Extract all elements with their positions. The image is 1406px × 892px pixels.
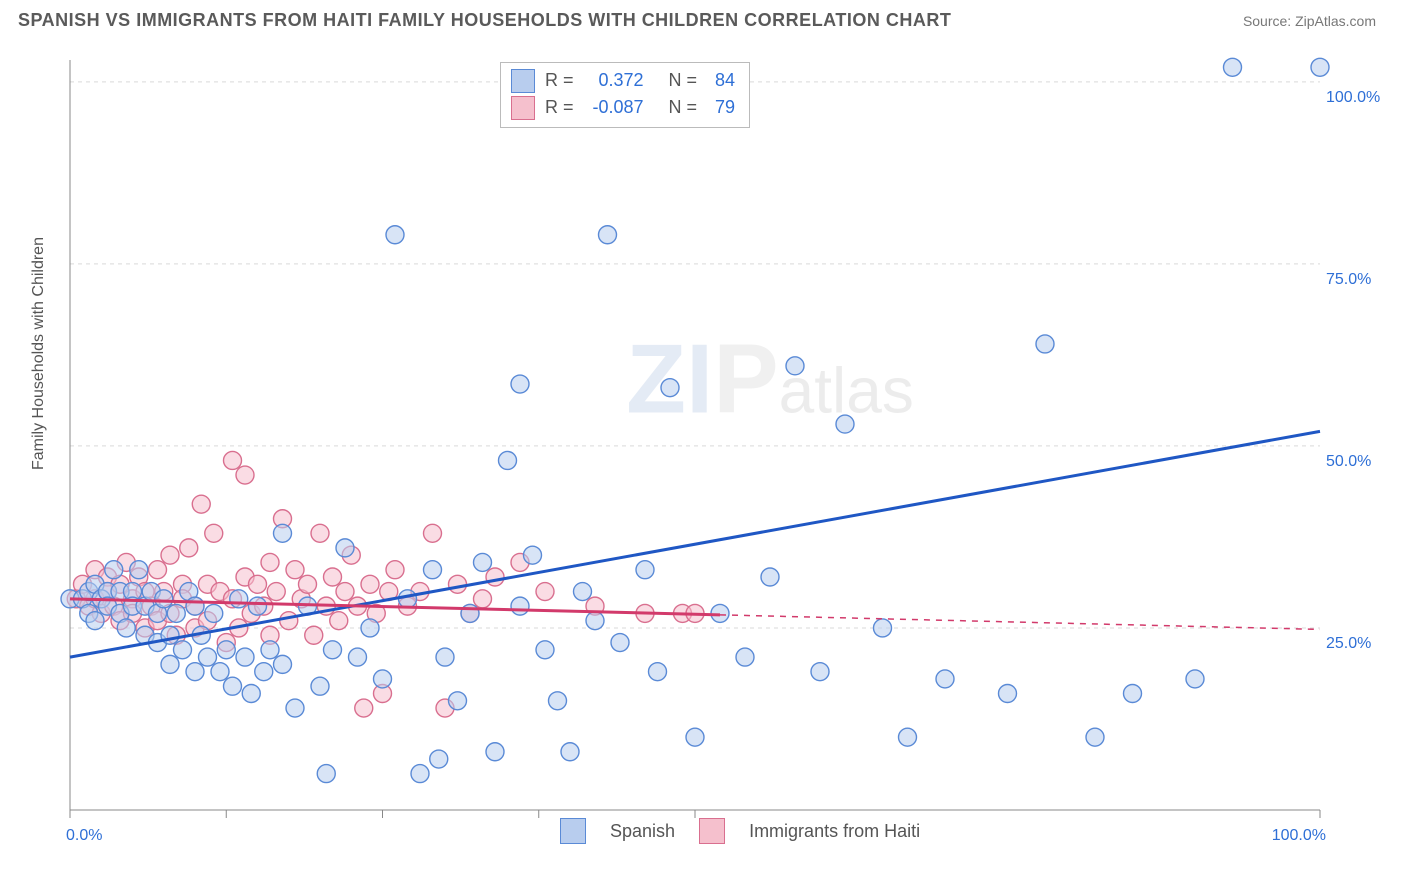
chart-title: SPANISH VS IMMIGRANTS FROM HAITI FAMILY …	[18, 10, 951, 31]
n-value-spanish: 84	[707, 67, 735, 94]
svg-text:75.0%: 75.0%	[1326, 271, 1371, 288]
svg-text:0.0%: 0.0%	[66, 827, 102, 844]
r-label: R =	[545, 94, 574, 121]
svg-text:ZIPatlas: ZIPatlas	[626, 324, 914, 434]
svg-text:100.0%: 100.0%	[1326, 89, 1380, 106]
n-label: N =	[669, 67, 698, 94]
correlation-stats-box: R = 0.372 N = 84 R = -0.087 N = 79	[500, 62, 750, 128]
stats-row-spanish: R = 0.372 N = 84	[511, 67, 735, 94]
legend-label-haiti: Immigrants from Haiti	[749, 821, 920, 842]
source-prefix: Source:	[1243, 13, 1295, 29]
swatch-haiti	[511, 96, 535, 120]
stats-row-haiti: R = -0.087 N = 79	[511, 94, 735, 121]
source-credit: Source: ZipAtlas.com	[1243, 13, 1376, 29]
n-label: N =	[669, 94, 698, 121]
legend-swatch-haiti	[699, 818, 725, 844]
svg-text:25.0%: 25.0%	[1326, 635, 1371, 652]
y-axis-label: Family Households with Children	[30, 237, 48, 470]
r-value-spanish: 0.372	[584, 67, 644, 94]
legend: Spanish Immigrants from Haiti	[560, 818, 920, 844]
scatter-chart: 25.0% 50.0% 75.0% 100.0% 0.0% 100.0% ZIPatlas	[60, 50, 1380, 850]
legend-swatch-spanish	[560, 818, 586, 844]
swatch-spanish	[511, 69, 535, 93]
svg-text:50.0%: 50.0%	[1326, 453, 1371, 470]
n-value-haiti: 79	[707, 94, 735, 121]
r-value-haiti: -0.087	[584, 94, 644, 121]
legend-label-spanish: Spanish	[610, 821, 675, 842]
source-link[interactable]: ZipAtlas.com	[1295, 13, 1376, 29]
r-label: R =	[545, 67, 574, 94]
svg-text:100.0%: 100.0%	[1272, 827, 1326, 844]
